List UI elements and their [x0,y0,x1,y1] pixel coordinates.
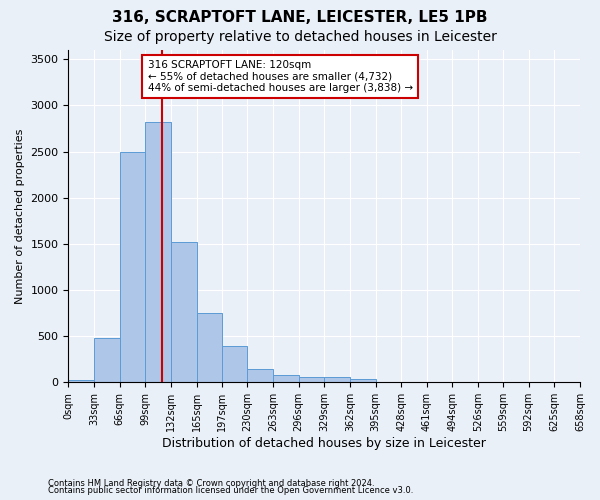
Bar [350,379,376,382]
Bar [247,369,273,382]
Y-axis label: Number of detached properties: Number of detached properties [15,128,25,304]
Bar [299,377,324,382]
Bar [197,313,221,382]
Text: Contains HM Land Registry data © Crown copyright and database right 2024.: Contains HM Land Registry data © Crown c… [48,478,374,488]
Bar [120,152,145,382]
Text: Contains public sector information licensed under the Open Government Licence v3: Contains public sector information licen… [48,486,413,495]
Bar [68,380,94,382]
X-axis label: Distribution of detached houses by size in Leicester: Distribution of detached houses by size … [162,437,486,450]
Bar [324,377,350,382]
Text: 316 SCRAPTOFT LANE: 120sqm
← 55% of detached houses are smaller (4,732)
44% of s: 316 SCRAPTOFT LANE: 120sqm ← 55% of deta… [148,60,413,93]
Bar [145,122,171,382]
Bar [171,242,197,382]
Text: 316, SCRAPTOFT LANE, LEICESTER, LE5 1PB: 316, SCRAPTOFT LANE, LEICESTER, LE5 1PB [112,10,488,25]
Bar [273,376,299,382]
Bar [221,346,247,382]
Bar [94,338,120,382]
Text: Size of property relative to detached houses in Leicester: Size of property relative to detached ho… [104,30,496,44]
